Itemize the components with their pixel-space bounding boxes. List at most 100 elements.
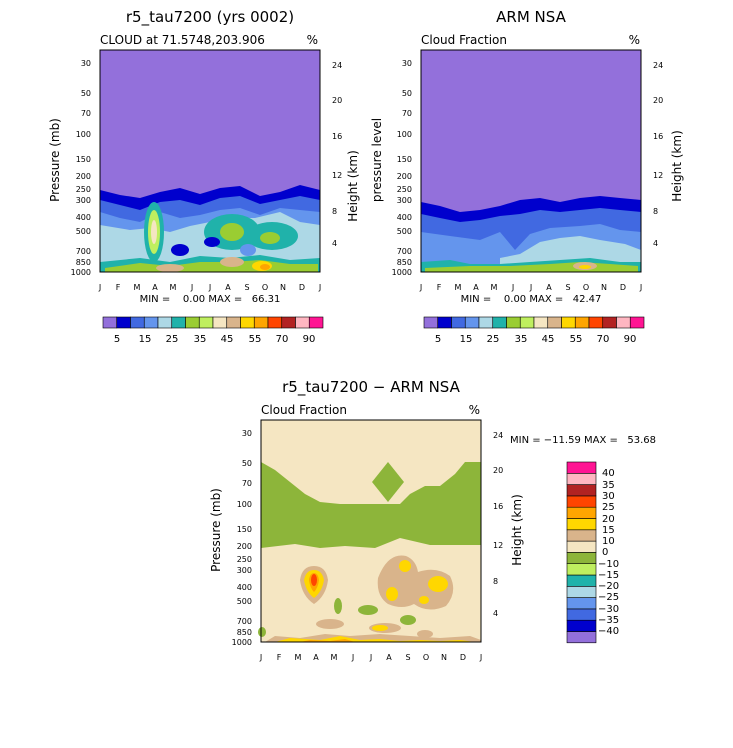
panel3-y-ticks: 30 50 70 100 150 200 250 300 400 500 700… <box>232 429 252 647</box>
colorbar-swatch <box>588 316 604 329</box>
panel-difference: r5_tau7200 − ARM NSA Cloud Fraction % <box>209 378 656 662</box>
tick-label: 4 <box>493 609 498 618</box>
tick-label: F <box>116 283 121 292</box>
tick-label: O <box>583 283 589 292</box>
tick-label: O <box>262 283 268 292</box>
panel1-subtitle: CLOUD at 71.5748,203.906 <box>100 33 265 47</box>
tick-label: 8 <box>493 577 498 586</box>
tick-label: S <box>405 653 410 662</box>
panel2-colorbar: 5 15 25 35 45 55 70 90 <box>423 316 645 345</box>
tick-label: 50 <box>402 89 412 98</box>
colorbar-label: 40 <box>602 468 615 479</box>
colorbar-label: 0 <box>602 547 608 558</box>
tick-label: A <box>386 653 392 662</box>
tick-label: F <box>437 283 442 292</box>
tick-label: N <box>601 283 607 292</box>
colorbar-swatch <box>226 316 241 329</box>
colorbar-swatch <box>616 316 631 329</box>
tick-label: M <box>134 283 141 292</box>
tick-label: 24 <box>493 431 503 440</box>
panel1-colorbar: 5 15 25 35 45 55 70 90 <box>102 316 324 345</box>
colorbar-swatch <box>629 316 645 329</box>
panel-model-cloud: r5_tau7200 (yrs 0002) CLOUD at 71.5748,2… <box>48 8 360 345</box>
colorbar-swatch <box>185 316 200 329</box>
colorbar-swatch <box>267 316 283 329</box>
colorbar-swatch <box>566 563 597 576</box>
colorbar-label: 15 <box>602 525 615 536</box>
colorbar-label: 10 <box>602 536 615 547</box>
colorbar-swatches <box>566 461 597 644</box>
panel3-ylabel: Pressure (mb) <box>209 488 223 572</box>
panel2-y-right-ticks: 24 20 16 12 8 4 <box>653 61 663 248</box>
colorbar-swatch <box>561 316 576 329</box>
tick-label: 850 <box>237 628 252 637</box>
tick-label: 30 <box>81 59 91 68</box>
tick-label: O <box>423 653 429 662</box>
tick-label: 250 <box>76 185 91 194</box>
tick-label: 50 <box>242 459 252 468</box>
tick-label: 150 <box>237 525 252 534</box>
panel2-ylabel-right: Height (km) <box>670 130 684 201</box>
colorbar-label: 45 <box>542 334 555 345</box>
tick-label: N <box>280 283 286 292</box>
tick-label: 200 <box>76 172 91 181</box>
colorbar-label: 70 <box>597 334 610 345</box>
colorbar-swatches <box>102 316 324 329</box>
colorbar-swatch <box>547 316 562 329</box>
tick-label: 400 <box>237 583 252 592</box>
colorbar-swatch <box>506 316 521 329</box>
tick-label: J <box>369 653 372 662</box>
tick-label: 500 <box>237 597 252 606</box>
colorbar-label: 5 <box>114 334 120 345</box>
tick-label: D <box>620 283 626 292</box>
colorbar-label: 35 <box>602 480 615 491</box>
tick-label: 1000 <box>232 638 252 647</box>
tick-label: M <box>295 653 302 662</box>
panel3-colorbar: 40 35 30 25 20 15 10 0 −10 −15 −20 −25 −… <box>566 461 619 644</box>
colorbar-swatch <box>464 316 480 329</box>
tick-label: 100 <box>397 130 412 139</box>
tick-label: 30 <box>242 429 252 438</box>
colorbar-label: −40 <box>598 626 619 637</box>
tick-label: 850 <box>76 258 91 267</box>
tick-label: D <box>299 283 305 292</box>
tick-label: 8 <box>332 207 337 216</box>
panel1-stats: MIN = 0.00 MAX = 66.31 <box>140 294 281 305</box>
tick-label: 700 <box>76 247 91 256</box>
tick-label: 20 <box>332 96 342 105</box>
colorbar-label: −30 <box>598 604 619 615</box>
tick-label: 200 <box>237 542 252 551</box>
tick-label: J <box>351 653 354 662</box>
tick-label: 8 <box>653 207 658 216</box>
tick-label: 24 <box>653 61 663 70</box>
colorbar-swatch <box>157 316 173 329</box>
panel1-y-ticks: 30 50 70 100 150 200 250 300 400 500 700… <box>71 59 91 277</box>
panel-arm-nsa: ARM NSA Cloud Fraction % 30 50 70 100 15… <box>370 8 684 345</box>
tick-label: 850 <box>397 258 412 267</box>
colorbar-label: 35 <box>194 334 207 345</box>
colorbar-swatch <box>566 608 597 621</box>
panel2-unit: % <box>629 33 640 47</box>
tick-label: 300 <box>237 566 252 575</box>
panel1-ylabel: Pressure (mb) <box>48 118 62 202</box>
tick-label: A <box>546 283 552 292</box>
colorbar-label: 35 <box>515 334 528 345</box>
colorbar-swatch <box>566 495 597 508</box>
tick-label: A <box>152 283 158 292</box>
tick-label: 12 <box>332 171 342 180</box>
colorbar-swatch <box>566 472 597 485</box>
panel2-subtitle: Cloud Fraction <box>421 33 507 47</box>
panel3-ylabel-right: Height (km) <box>510 494 524 565</box>
colorbar-label: 20 <box>602 514 615 525</box>
colorbar-swatch <box>198 316 214 329</box>
tick-label: 100 <box>76 130 91 139</box>
tick-label: S <box>244 283 249 292</box>
colorbar-swatch <box>566 585 597 598</box>
colorbar-label: −35 <box>598 615 619 626</box>
tick-label: 150 <box>397 155 412 164</box>
panel2-stats: MIN = 0.00 MAX = 42.47 <box>461 294 602 305</box>
colorbar-swatch <box>566 461 597 474</box>
tick-label: 4 <box>332 239 337 248</box>
colorbar-swatches <box>423 316 645 329</box>
colorbar-swatch <box>212 316 228 329</box>
